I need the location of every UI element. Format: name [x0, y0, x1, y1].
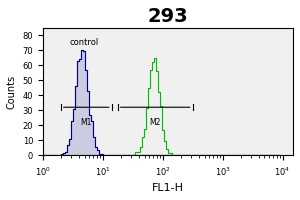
Title: 293: 293 [148, 7, 188, 26]
Text: control: control [70, 38, 99, 47]
Text: M1: M1 [81, 118, 92, 127]
Y-axis label: Counts: Counts [7, 74, 17, 109]
X-axis label: FL1-H: FL1-H [152, 183, 184, 193]
Text: M2: M2 [149, 118, 161, 127]
